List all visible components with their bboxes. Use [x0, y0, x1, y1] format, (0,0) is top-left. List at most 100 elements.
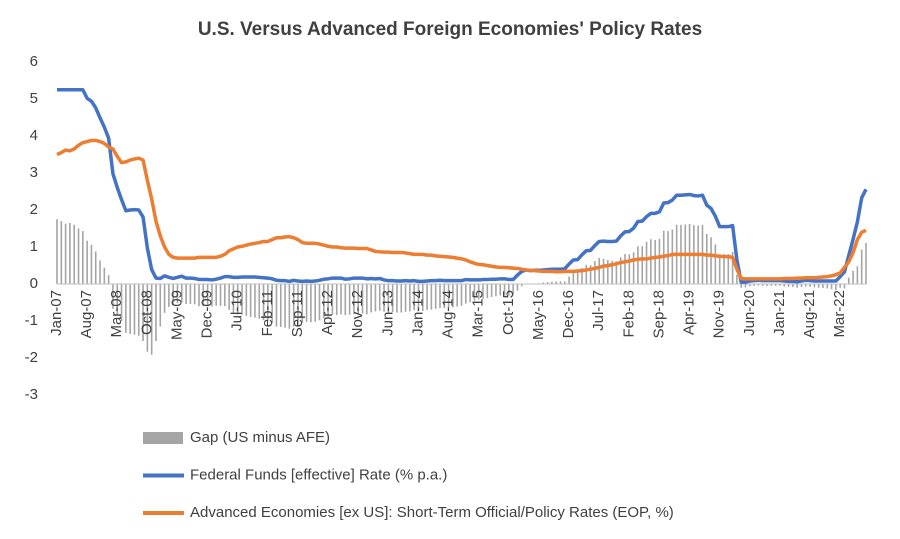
bar — [279, 284, 282, 327]
bar — [576, 272, 579, 284]
bar — [619, 257, 622, 284]
bar — [456, 284, 458, 307]
bar — [490, 284, 493, 297]
bar — [624, 254, 626, 284]
bar — [378, 284, 381, 311]
bar — [133, 284, 136, 335]
bar — [447, 284, 450, 308]
bar — [77, 228, 80, 284]
bar — [628, 254, 631, 284]
legend-swatch — [143, 432, 183, 444]
bar — [559, 281, 562, 284]
bar — [99, 260, 101, 284]
y-tick-label: 6 — [30, 53, 38, 70]
bar — [249, 284, 252, 317]
bar — [120, 284, 123, 321]
bar — [787, 284, 790, 287]
bar — [185, 284, 187, 304]
y-tick-label: -3 — [25, 386, 38, 403]
bar — [116, 284, 119, 316]
bar — [103, 267, 106, 284]
bar — [353, 284, 355, 314]
x-tick-label: Mar-22 — [831, 290, 848, 338]
bar — [847, 277, 850, 284]
bar — [542, 282, 545, 284]
bar — [262, 284, 265, 321]
bar — [439, 284, 441, 309]
bar — [843, 284, 846, 289]
bar — [632, 252, 635, 284]
legend-label: Gap (US minus AFE) — [190, 429, 330, 446]
bar — [512, 284, 514, 296]
bar — [710, 237, 712, 284]
bar — [348, 284, 351, 315]
y-tick-label: 3 — [30, 164, 38, 181]
y-tick-label: 0 — [30, 275, 38, 292]
bar — [804, 284, 807, 287]
bar — [340, 284, 342, 315]
bar — [94, 251, 97, 284]
x-tick-label: Nov-19 — [711, 290, 728, 338]
bar — [370, 284, 372, 313]
x-tick-label: Apr-19 — [681, 290, 698, 335]
bar — [155, 284, 157, 341]
bar — [232, 284, 235, 313]
bar — [400, 284, 403, 313]
bar — [327, 284, 329, 317]
bar — [727, 254, 730, 284]
bar — [258, 284, 261, 319]
legend-label: Federal Funds [effective] Rate (% p.a.) — [190, 466, 447, 483]
bar — [482, 284, 484, 299]
bar — [357, 284, 360, 314]
bar — [125, 284, 127, 333]
bar — [860, 249, 863, 284]
bar — [73, 224, 76, 284]
bar — [335, 284, 338, 316]
bar — [314, 284, 316, 322]
bar — [503, 284, 506, 296]
bar — [598, 258, 601, 284]
bar — [607, 259, 609, 284]
bar — [69, 222, 71, 284]
bar — [112, 284, 114, 309]
bar — [774, 284, 777, 286]
bar — [822, 284, 824, 289]
x-tick-label: Mar-08 — [108, 290, 125, 338]
bar — [254, 284, 256, 318]
bar — [322, 284, 325, 319]
bar — [477, 284, 480, 300]
bar — [344, 284, 347, 316]
bar — [430, 284, 433, 310]
bar — [796, 284, 798, 288]
x-tick-label: Mar-15 — [470, 290, 487, 338]
bar — [180, 284, 183, 303]
bar — [193, 284, 196, 305]
bar — [301, 284, 304, 323]
bar — [744, 284, 747, 288]
bar — [473, 284, 476, 301]
x-tick-label: Jan-07 — [48, 290, 65, 336]
bar — [288, 284, 291, 329]
y-tick-label: 2 — [30, 201, 38, 218]
bar — [658, 238, 661, 284]
bar — [150, 284, 153, 355]
bar — [761, 284, 764, 286]
bar — [856, 266, 859, 284]
bar — [168, 284, 170, 307]
bar — [245, 284, 248, 316]
bar — [757, 284, 760, 286]
x-tick-label: Dec-09 — [199, 290, 216, 338]
bar — [211, 284, 213, 307]
bar — [361, 284, 364, 314]
bar — [469, 284, 471, 303]
bar — [555, 281, 557, 284]
bar — [142, 284, 144, 341]
bar — [60, 221, 63, 284]
bar — [581, 268, 583, 284]
x-tick-label: Aug-21 — [801, 290, 818, 338]
bar — [705, 234, 708, 284]
bar — [434, 284, 437, 309]
bar — [137, 284, 140, 336]
bar — [546, 282, 549, 284]
